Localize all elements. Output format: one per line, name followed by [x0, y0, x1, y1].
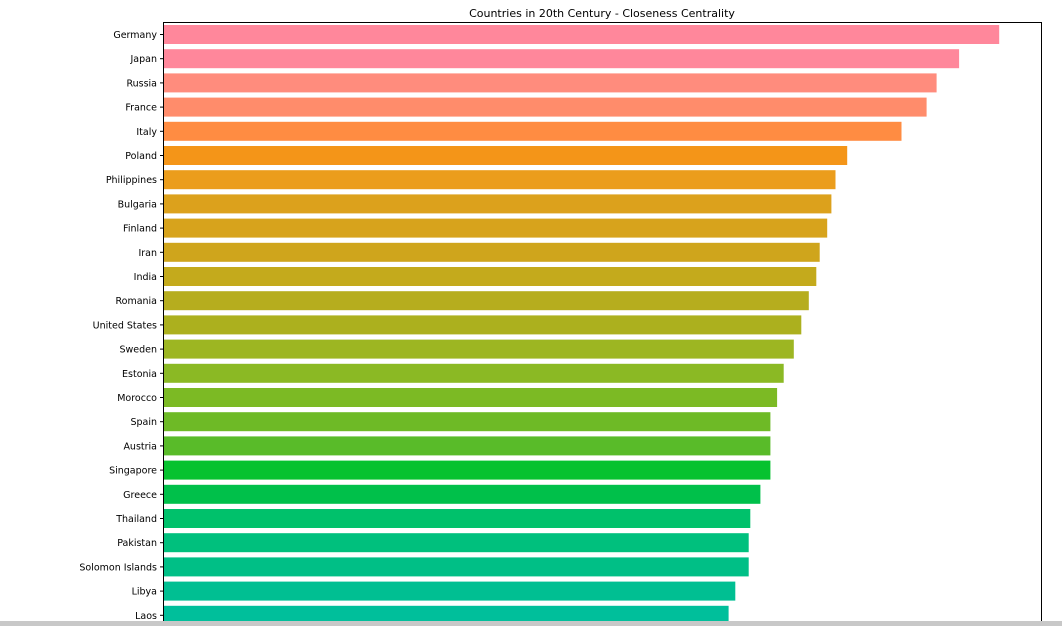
bar-pakistan	[164, 533, 749, 553]
bar-finland	[164, 218, 828, 238]
y-tick-label: Sweden	[119, 345, 157, 356]
bar-iran	[164, 242, 820, 262]
y-tick-label: Germany	[113, 30, 157, 41]
y-tick-label: Philippines	[106, 175, 157, 186]
bar-estonia	[164, 363, 784, 383]
y-tick-label: Morocco	[117, 393, 157, 404]
bar-france	[164, 97, 927, 117]
bar-laos	[164, 605, 729, 625]
y-tick-label: Italy	[136, 127, 157, 138]
y-tick-label: Estonia	[122, 369, 157, 380]
y-tick-label: Laos	[135, 611, 157, 622]
bar-morocco	[164, 388, 778, 407]
bar-spain	[164, 412, 771, 432]
bar-bulgaria	[164, 194, 832, 214]
y-tick-label: Bulgaria	[118, 199, 157, 210]
bar-japan	[164, 49, 960, 69]
bar-solomon-islands	[164, 557, 749, 577]
y-tick-label: Romania	[115, 296, 157, 307]
y-tick-label: Singapore	[109, 466, 157, 477]
bars-group	[164, 25, 1000, 625]
bar-romania	[164, 291, 809, 311]
bar-singapore	[164, 460, 771, 480]
y-tick-label: United States	[93, 320, 157, 331]
y-tick-label: India	[134, 272, 157, 283]
bar-poland	[164, 146, 848, 165]
bar-greece	[164, 484, 761, 504]
chart-title: Countries in 20th Century - Closeness Ce…	[469, 7, 735, 20]
bar-germany	[164, 25, 1000, 44]
bar-united-states	[164, 315, 802, 335]
bar-libya	[164, 581, 736, 601]
bar-philippines	[164, 170, 836, 190]
y-tick-label: Spain	[130, 417, 157, 428]
plot-frame	[163, 22, 1042, 626]
bar-austria	[164, 436, 771, 456]
bar-thailand	[164, 509, 751, 528]
bar-italy	[164, 121, 902, 141]
y-tick-label: France	[125, 103, 157, 114]
y-tick-label: Pakistan	[117, 538, 157, 549]
y-tick-label: Greece	[123, 490, 157, 501]
y-tick-label: Russia	[126, 78, 157, 89]
horizontal-scrollbar[interactable]	[0, 621, 1062, 626]
y-tick-label: Libya	[132, 587, 157, 598]
y-tick-labels: Germany Japan Russia France Italy Poland Phili…	[79, 30, 164, 622]
bar-sweden	[164, 339, 794, 359]
bar-india	[164, 267, 817, 286]
y-tick-label: Austria	[123, 441, 157, 452]
bar-russia	[164, 73, 937, 93]
y-tick-label: Iran	[138, 248, 157, 259]
y-tick-label: Finland	[123, 224, 157, 235]
y-tick-label: Poland	[125, 151, 157, 162]
y-tick-label: Solomon Islands	[79, 562, 157, 573]
y-tick-label: Japan	[130, 54, 158, 65]
y-tick-label: Thailand	[115, 514, 157, 525]
